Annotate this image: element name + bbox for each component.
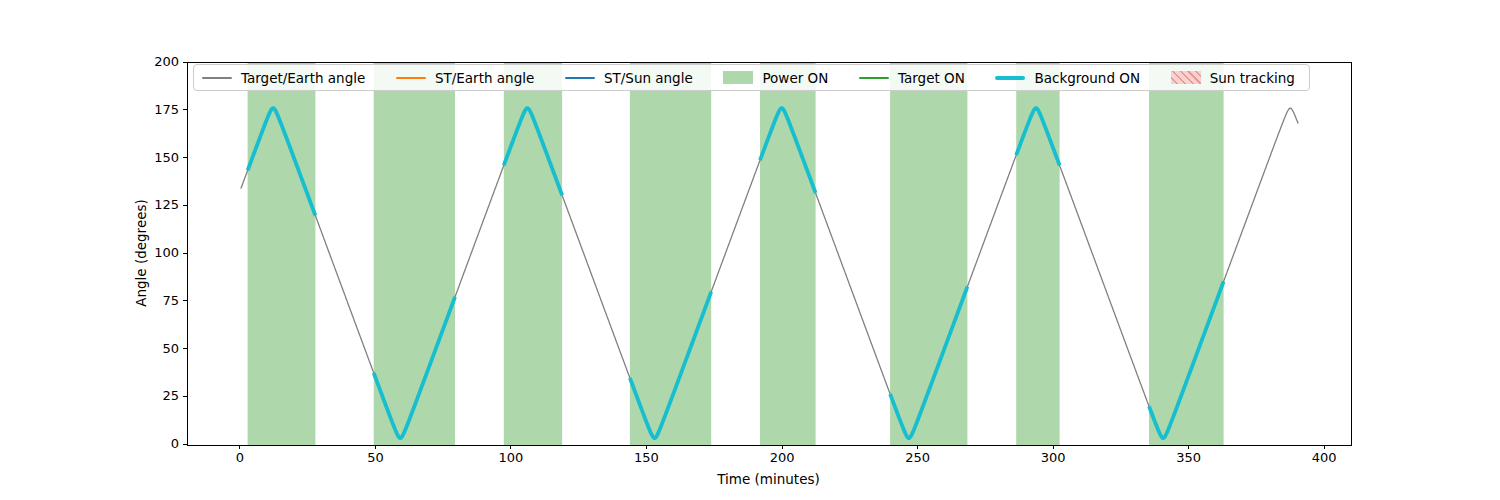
legend-swatch-patch [723, 71, 753, 84]
legend-item-sun-tracking: Sun tracking [1171, 70, 1295, 86]
x-tick-label: 200 [752, 450, 812, 465]
y-tick-label: 175 [135, 102, 179, 117]
x-tick-mark [375, 445, 376, 449]
y-tick-mark [183, 157, 187, 158]
x-tick-label: 250 [888, 450, 948, 465]
legend-swatch-line [202, 77, 232, 79]
x-tick-mark [782, 445, 783, 449]
legend-label: Power ON [762, 70, 828, 86]
y-tick-label: 50 [135, 341, 179, 356]
power-on-band [374, 63, 455, 445]
x-tick-mark [510, 445, 511, 449]
x-tick-label: 100 [481, 450, 541, 465]
x-tick-label: 0 [210, 450, 270, 465]
x-tick-mark [917, 445, 918, 449]
legend-label: Background ON [1034, 70, 1140, 86]
x-tick-label: 50 [345, 450, 405, 465]
x-tick-mark [1324, 445, 1325, 449]
legend-item-target-earth-angle: Target/Earth angle [202, 70, 365, 86]
y-tick-mark [183, 205, 187, 206]
legend-label: ST/Sun angle [604, 70, 693, 86]
y-tick-mark [183, 253, 187, 254]
legend-label: Target ON [898, 70, 965, 86]
y-tick-mark [183, 109, 187, 110]
y-tick-mark [183, 62, 187, 63]
legend-item-power-on: Power ON [723, 70, 828, 86]
y-tick-mark [183, 444, 187, 445]
legend-item-target-on: Target ON [859, 70, 965, 86]
y-tick-mark [183, 348, 187, 349]
x-tick-label: 300 [1023, 450, 1083, 465]
legend-label: Sun tracking [1210, 70, 1295, 86]
legend-item-st-sun-angle: ST/Sun angle [565, 70, 693, 86]
y-tick-mark [183, 300, 187, 301]
x-tick-mark [1188, 445, 1189, 449]
x-axis-label: Time (minutes) [187, 471, 1350, 487]
y-tick-label: 200 [135, 54, 179, 69]
power-on-band [1149, 63, 1224, 445]
x-tick-label: 400 [1294, 450, 1354, 465]
legend-swatch-line [396, 77, 426, 79]
x-tick-mark [239, 445, 240, 449]
y-tick-label: 0 [135, 436, 179, 451]
x-tick-mark [1053, 445, 1054, 449]
power-on-band [630, 63, 711, 445]
power-on-band [1016, 63, 1059, 445]
legend-item-st-earth-angle: ST/Earth angle [396, 70, 534, 86]
chart-canvas [188, 63, 1351, 445]
legend-label: ST/Earth angle [435, 70, 534, 86]
figure: 050100150200250300350400 025507510012515… [0, 0, 1500, 500]
legend: Target/Earth angle ST/Earth angle ST/Sun a… [193, 64, 1310, 91]
y-tick-mark [183, 396, 187, 397]
legend-item-background-on: Background ON [995, 70, 1140, 86]
x-tick-mark [646, 445, 647, 449]
x-tick-label: 150 [617, 450, 677, 465]
y-tick-label: 150 [135, 150, 179, 165]
legend-swatch-line [859, 77, 889, 79]
plot-area [187, 62, 1352, 446]
x-tick-label: 350 [1159, 450, 1219, 465]
legend-label: Target/Earth angle [241, 70, 365, 86]
legend-swatch-line [565, 77, 595, 79]
y-axis-label: Angle (degrees) [133, 199, 149, 307]
legend-swatch-hatch-patch [1171, 71, 1201, 84]
legend-swatch-thick-line [995, 76, 1025, 80]
y-tick-label: 25 [135, 388, 179, 403]
